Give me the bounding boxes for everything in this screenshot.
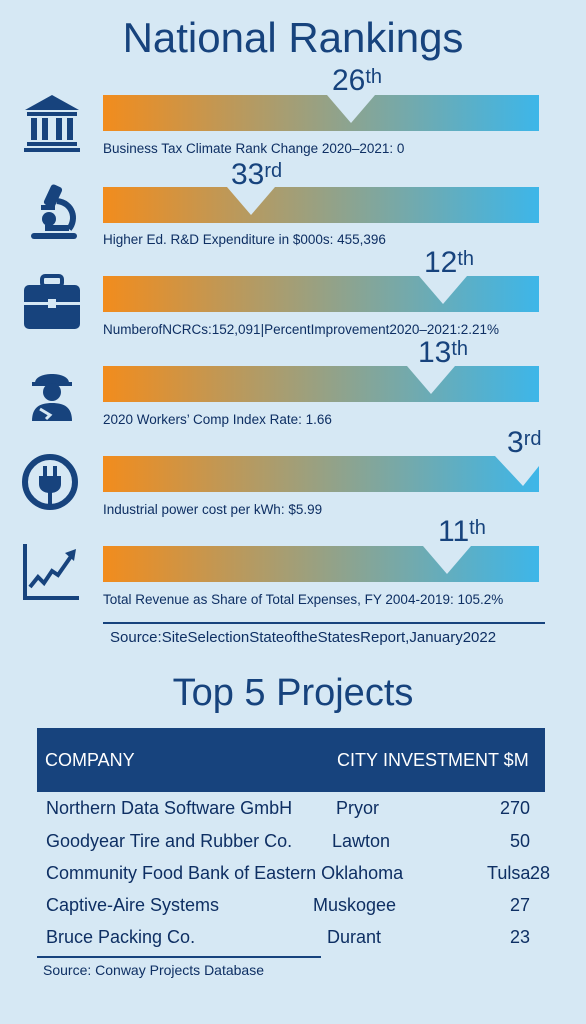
investment-cell: 270 — [500, 798, 531, 818]
table-row: Community Food Bank of Eastern Oklahoma … — [0, 863, 586, 887]
rank-value-2: 33rd — [231, 158, 283, 191]
investment-cell: 28 — [530, 863, 551, 883]
city-cell: Pryor — [336, 798, 380, 818]
projects-source: Source: Conway Projects Database — [43, 962, 264, 978]
rankings-title: National Rankings — [122, 14, 464, 61]
table-row: Captive-Aire Systems Muskogee 27 — [0, 895, 586, 919]
rank-caption-4: 2020 Workers’ Comp Index Rate: 1.66 — [103, 412, 332, 427]
rank-value-6: 11th — [438, 515, 486, 548]
investment-cell: 23 — [510, 927, 531, 947]
table-row: Bruce Packing Co. Durant 23 — [0, 927, 586, 951]
city-cell: Lawton — [332, 831, 391, 851]
rank-caption-6: Total Revenue as Share of Total Expenses… — [103, 592, 504, 607]
column-header-investment: INVESTMENT $M — [383, 750, 529, 770]
company-cell: Bruce Packing Co. — [46, 927, 196, 947]
rank-bar-4 — [103, 366, 539, 402]
rank-value-1: 26th — [332, 64, 383, 97]
projects-title: Top 5 Projects — [172, 672, 414, 714]
source-divider — [103, 622, 545, 624]
rank-bar-2 — [103, 187, 539, 223]
rank-bar-5 — [103, 456, 539, 492]
rank-caption-2: Higher Ed. R&D Expenditure in $000s: 455… — [103, 232, 386, 247]
investment-cell: 50 — [510, 831, 531, 851]
city-cell: Muskogee — [313, 895, 397, 915]
rank-bar-3 — [103, 276, 539, 312]
company-cell: Community Food Bank of Eastern Oklahoma — [46, 863, 404, 883]
trend-chart-icon — [22, 541, 82, 601]
bank-building-icon — [22, 93, 82, 153]
rank-value-3: 12th — [424, 246, 475, 279]
column-header-city: CITY — [337, 750, 379, 770]
rank-value-4: 13th — [418, 336, 469, 369]
power-plug-icon — [20, 452, 80, 512]
investment-cell: 27 — [510, 895, 531, 915]
construction-worker-icon — [22, 363, 82, 423]
table-header: COMPANY CITY INVESTMENT $M — [37, 728, 545, 792]
rank-caption-3: NumberofNCRCs:152,091|PercentImprovement… — [103, 322, 499, 337]
company-cell: Goodyear Tire and Rubber Co. — [46, 831, 293, 851]
rankings-source: Source:SiteSelectionStateoftheStatesRepo… — [110, 629, 497, 646]
company-cell: Northern Data Software GmbH — [46, 798, 293, 818]
microscope-icon — [25, 183, 85, 243]
table-divider — [37, 956, 321, 958]
rank-bar-6 — [103, 546, 539, 582]
city-cell: Durant — [327, 927, 382, 947]
city-cell: Tulsa — [487, 863, 531, 883]
table-row: Northern Data Software GmbH Pryor 270 — [0, 798, 586, 822]
table-row: Goodyear Tire and Rubber Co. Lawton 50 — [0, 831, 586, 855]
company-cell: Captive-Aire Systems — [46, 895, 220, 915]
rank-caption-1: Business Tax Climate Rank Change 2020–20… — [103, 141, 405, 156]
column-header-company: COMPANY — [45, 750, 135, 770]
briefcase-icon — [22, 272, 82, 332]
rank-value-5: 3rd — [507, 426, 542, 459]
rank-bar-1 — [103, 95, 539, 131]
rank-caption-5: Industrial power cost per kWh: $5.99 — [103, 502, 323, 517]
